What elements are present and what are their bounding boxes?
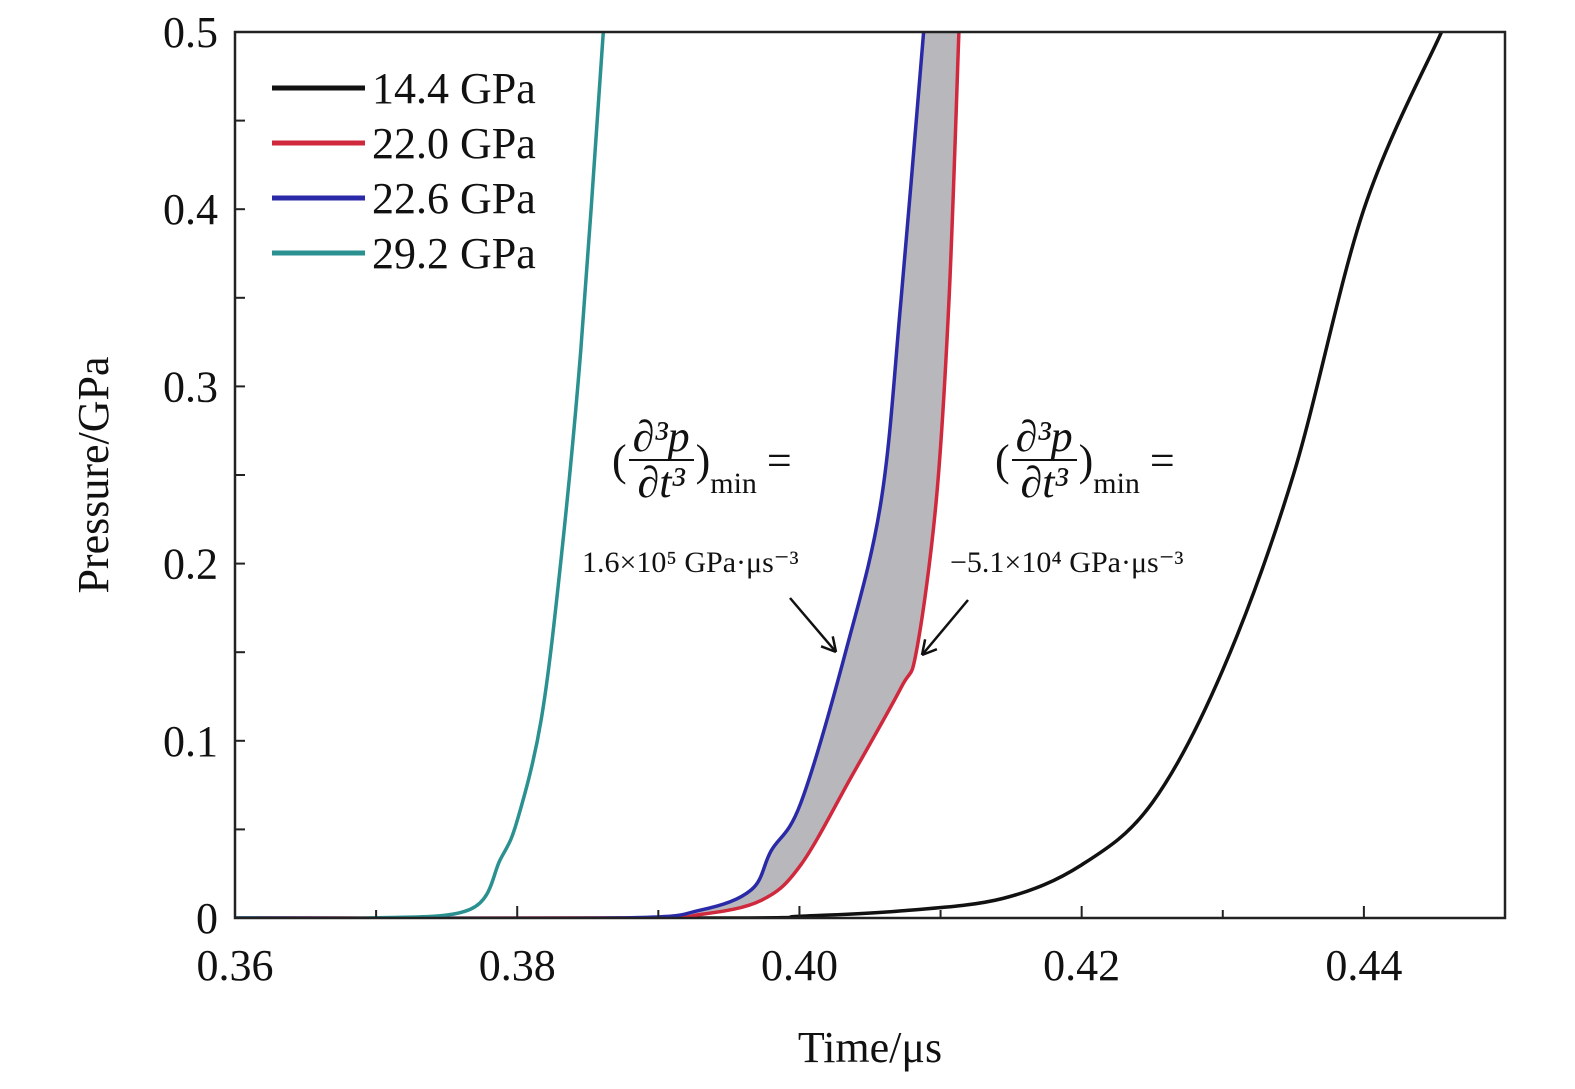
annotation-2-paren-open: ( <box>995 435 1010 485</box>
annotation-2-arrow <box>921 599 969 656</box>
shaded-region <box>235 32 959 918</box>
annotation-2-equals: = <box>1149 435 1175 485</box>
legend-label-3: 29.2 GPa <box>372 229 536 278</box>
annotation-2-value: −5.1×10⁴ GPa·μs⁻³ <box>950 546 1184 579</box>
y-axis-label: Pressure/GPa <box>69 356 118 593</box>
y-tick-label: 0.3 <box>163 362 218 411</box>
annotation-1-arrow-head <box>820 636 838 654</box>
x-tick-label: 0.42 <box>1043 941 1120 990</box>
y-tick-label: 0 <box>196 894 218 943</box>
annotation-2-fraction: ∂³p ∂t³ <box>1011 415 1077 507</box>
annotation-1-paren-close: ) <box>695 435 711 485</box>
annotation-1-subscript: min <box>710 467 757 500</box>
y-tick-label: 0.5 <box>163 8 218 57</box>
annotation-1: ( ∂³p ∂t³ ) min = <box>612 415 792 505</box>
x-tick-label: 0.38 <box>479 941 556 990</box>
annotation-2-denominator: ∂t³ <box>1020 458 1068 507</box>
series-line-1 <box>235 32 961 918</box>
annotation-2-arrow-head <box>920 639 938 657</box>
x-tick-label: 0.40 <box>761 941 838 990</box>
annotation-2: ( ∂³p ∂t³ ) min = <box>995 415 1175 505</box>
x-axis-label: Time/μs <box>798 1023 942 1072</box>
annotation-1-numerator: ∂³p <box>628 415 694 461</box>
series-line-2 <box>235 32 926 918</box>
legend-label-1: 22.0 GPa <box>372 119 536 168</box>
annotation-1-fraction: ∂³p ∂t³ <box>628 415 694 507</box>
y-tick-label: 0.2 <box>163 540 218 589</box>
annotation-1-value: 1.6×10⁵ GPa·μs⁻³ <box>582 546 799 579</box>
y-tick-label: 0.1 <box>163 717 218 766</box>
annotation-1-arrow <box>789 597 837 653</box>
annotation-1-equals: = <box>766 435 792 485</box>
annotation-1-denominator: ∂t³ <box>637 458 685 507</box>
legend-label-2: 22.6 GPa <box>372 174 536 223</box>
y-tick-label: 0.4 <box>163 185 218 234</box>
legend-label-0: 14.4 GPa <box>372 64 536 113</box>
x-tick-label: 0.36 <box>197 941 274 990</box>
annotation-1-paren-open: ( <box>612 435 627 485</box>
x-tick-label: 0.44 <box>1325 941 1402 990</box>
annotation-2-subscript: min <box>1093 467 1140 500</box>
annotation-2-paren-close: ) <box>1078 435 1094 485</box>
annotation-2-numerator: ∂³p <box>1011 415 1077 461</box>
